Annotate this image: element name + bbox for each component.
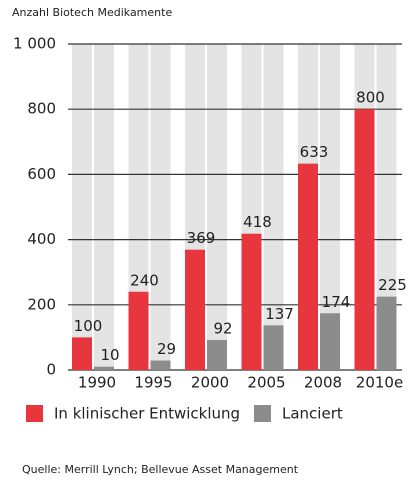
y-tick-label: 800 [27, 100, 56, 118]
background-stripe [128, 44, 149, 370]
bar [241, 233, 262, 370]
value-label: 369 [187, 229, 216, 247]
background-stripe [207, 44, 227, 370]
background-stripe [150, 44, 171, 370]
value-label: 100 [74, 317, 103, 335]
legend-swatch [26, 405, 43, 422]
legend-label: In klinischer Entwicklung [54, 405, 240, 423]
value-label: 418 [243, 213, 272, 231]
bar [376, 296, 397, 370]
legend-swatch [254, 405, 271, 422]
background-stripe [263, 44, 284, 370]
x-tick-label: 2010e [356, 374, 403, 392]
value-label: 92 [213, 320, 232, 338]
background-stripe [72, 44, 92, 370]
x-tick-label: 2008 [304, 374, 342, 392]
value-label: 225 [378, 276, 407, 294]
value-label: 174 [322, 293, 351, 311]
bar [298, 163, 318, 370]
legend-label: Lanciert [282, 405, 343, 423]
value-label: 29 [157, 340, 176, 358]
y-tick-label: 600 [27, 165, 56, 183]
y-tick-label: 400 [27, 230, 56, 248]
y-tick-label: 200 [27, 295, 56, 313]
value-label: 10 [100, 346, 119, 364]
bar [354, 109, 375, 370]
source: Quelle: Merrill Lynch; Bellevue Asset Ma… [22, 463, 299, 476]
bar [128, 291, 149, 370]
x-tick-label: 1995 [134, 374, 172, 392]
background-stripe [320, 44, 340, 370]
x-tick-label: 1990 [78, 374, 116, 392]
value-label: 633 [300, 143, 329, 161]
bar [94, 366, 114, 370]
bar [207, 340, 227, 370]
bar [150, 360, 171, 370]
x-tick-label: 2000 [191, 374, 229, 392]
bar [263, 325, 284, 370]
y-tick-label: 0 [46, 361, 56, 379]
background-stripe [94, 44, 114, 370]
y-axis-label: Anzahl Biotech Medikamente [12, 6, 172, 19]
value-label: 240 [130, 271, 159, 289]
value-label: 800 [356, 89, 385, 107]
x-tick-label: 2005 [247, 374, 285, 392]
bar [320, 313, 340, 370]
bar [185, 249, 205, 370]
y-tick-label: 1 000 [13, 35, 56, 53]
bar [72, 337, 92, 370]
background-stripe [376, 44, 397, 370]
value-label: 137 [265, 305, 294, 323]
